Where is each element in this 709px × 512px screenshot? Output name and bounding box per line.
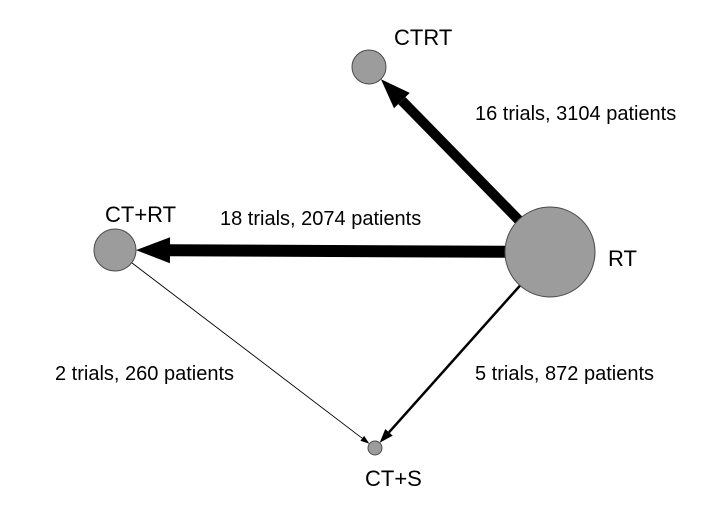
edge-RT-CT+S bbox=[389, 286, 520, 433]
edge-label-RT-CT+S: 5 trials, 872 patients bbox=[475, 363, 654, 385]
arrowhead-RT-CT+RT bbox=[136, 237, 170, 263]
network-diagram: 16 trials, 3104 patients 18 trials, 2074 … bbox=[0, 0, 709, 512]
node-label-CTRT: CTRT bbox=[394, 25, 452, 50]
arrowhead-CT+RT-CT+S bbox=[360, 436, 369, 444]
edge-CT+RT-CT+S bbox=[132, 263, 363, 439]
node-CTRT bbox=[352, 50, 386, 84]
node-RT bbox=[505, 207, 595, 297]
edge-label-CT+RT-CT+S: 2 trials, 260 patients bbox=[55, 363, 234, 385]
edge-RT-CT+RT bbox=[170, 250, 505, 252]
node-label-CT+RT: CT+RT bbox=[105, 202, 176, 227]
node-CT+RT bbox=[94, 229, 136, 271]
edge-label-RT-CT+RT: 18 trials, 2074 patients bbox=[220, 208, 421, 230]
node-CT+S bbox=[368, 441, 382, 455]
node-label-RT: RT bbox=[608, 246, 637, 271]
node-label-CT+S: CT+S bbox=[365, 466, 422, 491]
edge-label-RT-CTRT: 16 trials, 3104 patients bbox=[475, 103, 676, 125]
